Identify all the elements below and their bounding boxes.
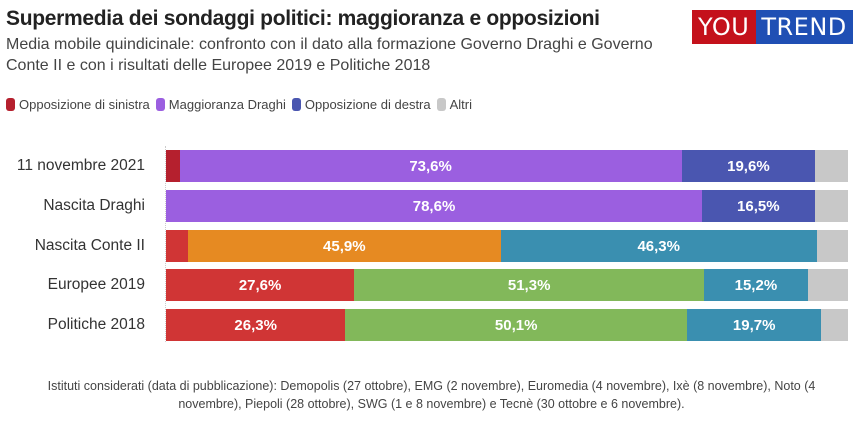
category-label: Nascita Draghi bbox=[43, 197, 145, 214]
data-label: 26,3% bbox=[234, 316, 277, 334]
category-label: Politiche 2018 bbox=[47, 316, 145, 333]
bar-segment[interactable] bbox=[166, 150, 180, 182]
bar-segment[interactable] bbox=[821, 309, 848, 341]
data-label: 19,6% bbox=[727, 157, 770, 175]
bar-segment[interactable]: 78,6% bbox=[166, 190, 703, 222]
axis-line bbox=[165, 146, 166, 342]
data-label: 27,6% bbox=[238, 276, 282, 294]
data-label: 50,1% bbox=[494, 316, 538, 334]
bar-segment[interactable] bbox=[166, 230, 188, 262]
bar-row: 11 novembre 2021 73,6% 19,6% bbox=[0, 150, 863, 182]
bar-segment[interactable]: 46,3% bbox=[500, 230, 817, 262]
stacked-bar: 45,9% 46,3% bbox=[166, 230, 848, 262]
legend-swatch bbox=[6, 98, 15, 111]
bar-segment[interactable]: 19,7% bbox=[687, 309, 822, 341]
data-label: 78,6% bbox=[412, 197, 456, 215]
legend-item[interactable]: Maggioranza Draghi bbox=[155, 97, 286, 112]
data-label: 19,7% bbox=[732, 316, 776, 334]
chart-legend: Opposizione di sinistra Maggioranza Dragh… bbox=[6, 97, 478, 112]
logo-you: YOU bbox=[692, 10, 757, 44]
bar-segment[interactable]: 16,5% bbox=[702, 190, 815, 222]
data-label: 45,9% bbox=[323, 237, 366, 255]
legend-swatch bbox=[291, 98, 301, 111]
youtrend-logo: YOU TREND bbox=[692, 10, 853, 44]
bar-segment[interactable]: 15,2% bbox=[704, 269, 808, 301]
chart-subtitle: Media mobile quindicinale: confronto con… bbox=[6, 36, 653, 74]
stacked-bar: 26,3% 50,1% 19,7% bbox=[166, 309, 848, 341]
bar-segment[interactable]: 26,3% bbox=[166, 309, 346, 341]
bar-row: Politiche 2018 26,3% 50,1% 19,7% bbox=[0, 309, 863, 341]
bar-row: Europee 2019 27,6% 51,3% 15,2% bbox=[0, 269, 863, 301]
legend-label: Opposizione di sinistra bbox=[19, 97, 150, 112]
bar-segment[interactable] bbox=[816, 230, 848, 262]
bar-segment[interactable] bbox=[815, 150, 848, 182]
data-label: 51,3% bbox=[507, 276, 551, 294]
category-label: 11 novembre 2021 bbox=[16, 157, 145, 174]
legend-item[interactable]: Opposizione di destra bbox=[291, 97, 431, 112]
bar-segment[interactable]: 19,6% bbox=[681, 150, 816, 182]
category-label: Europee 2019 bbox=[47, 276, 145, 293]
legend-swatch bbox=[436, 98, 446, 111]
bar-row: Nascita Draghi 78,6% 16,5% bbox=[0, 190, 863, 222]
stacked-bar: 78,6% 16,5% bbox=[166, 190, 848, 222]
data-label: 15,2% bbox=[734, 276, 778, 294]
stacked-bar: 27,6% 51,3% 15,2% bbox=[166, 269, 848, 301]
bar-segment[interactable]: 51,3% bbox=[354, 269, 705, 301]
bar-segment[interactable] bbox=[807, 269, 848, 301]
bar-segment[interactable]: 27,6% bbox=[166, 269, 355, 301]
legend-label: Opposizione di destra bbox=[304, 97, 431, 112]
chart-title: Supermedia dei sondaggi politici: maggio… bbox=[6, 7, 600, 30]
category-label: Nascita Conte II bbox=[34, 237, 145, 254]
data-label: 16,5% bbox=[737, 197, 780, 215]
data-label: 73,6% bbox=[409, 157, 452, 175]
legend-swatch bbox=[155, 98, 165, 111]
legend-label: Maggioranza Draghi bbox=[168, 97, 286, 112]
legend-item[interactable]: Opposizione di sinistra bbox=[6, 97, 150, 112]
bar-segment[interactable]: 50,1% bbox=[345, 309, 688, 341]
stacked-bar: 73,6% 19,6% bbox=[166, 150, 848, 182]
legend-label: Altri bbox=[449, 97, 473, 112]
logo-trend: TREND bbox=[756, 10, 853, 44]
footnote: Istituti considerati (data di pubblicazi… bbox=[47, 379, 816, 411]
bar-segment[interactable]: 73,6% bbox=[179, 150, 682, 182]
bar-segment[interactable] bbox=[814, 190, 848, 222]
bar-row: Nascita Conte II 45,9% 46,3% bbox=[0, 230, 863, 262]
data-label: 46,3% bbox=[637, 237, 680, 255]
bar-segment[interactable]: 45,9% bbox=[187, 230, 501, 262]
legend-item[interactable]: Altri bbox=[436, 97, 473, 112]
